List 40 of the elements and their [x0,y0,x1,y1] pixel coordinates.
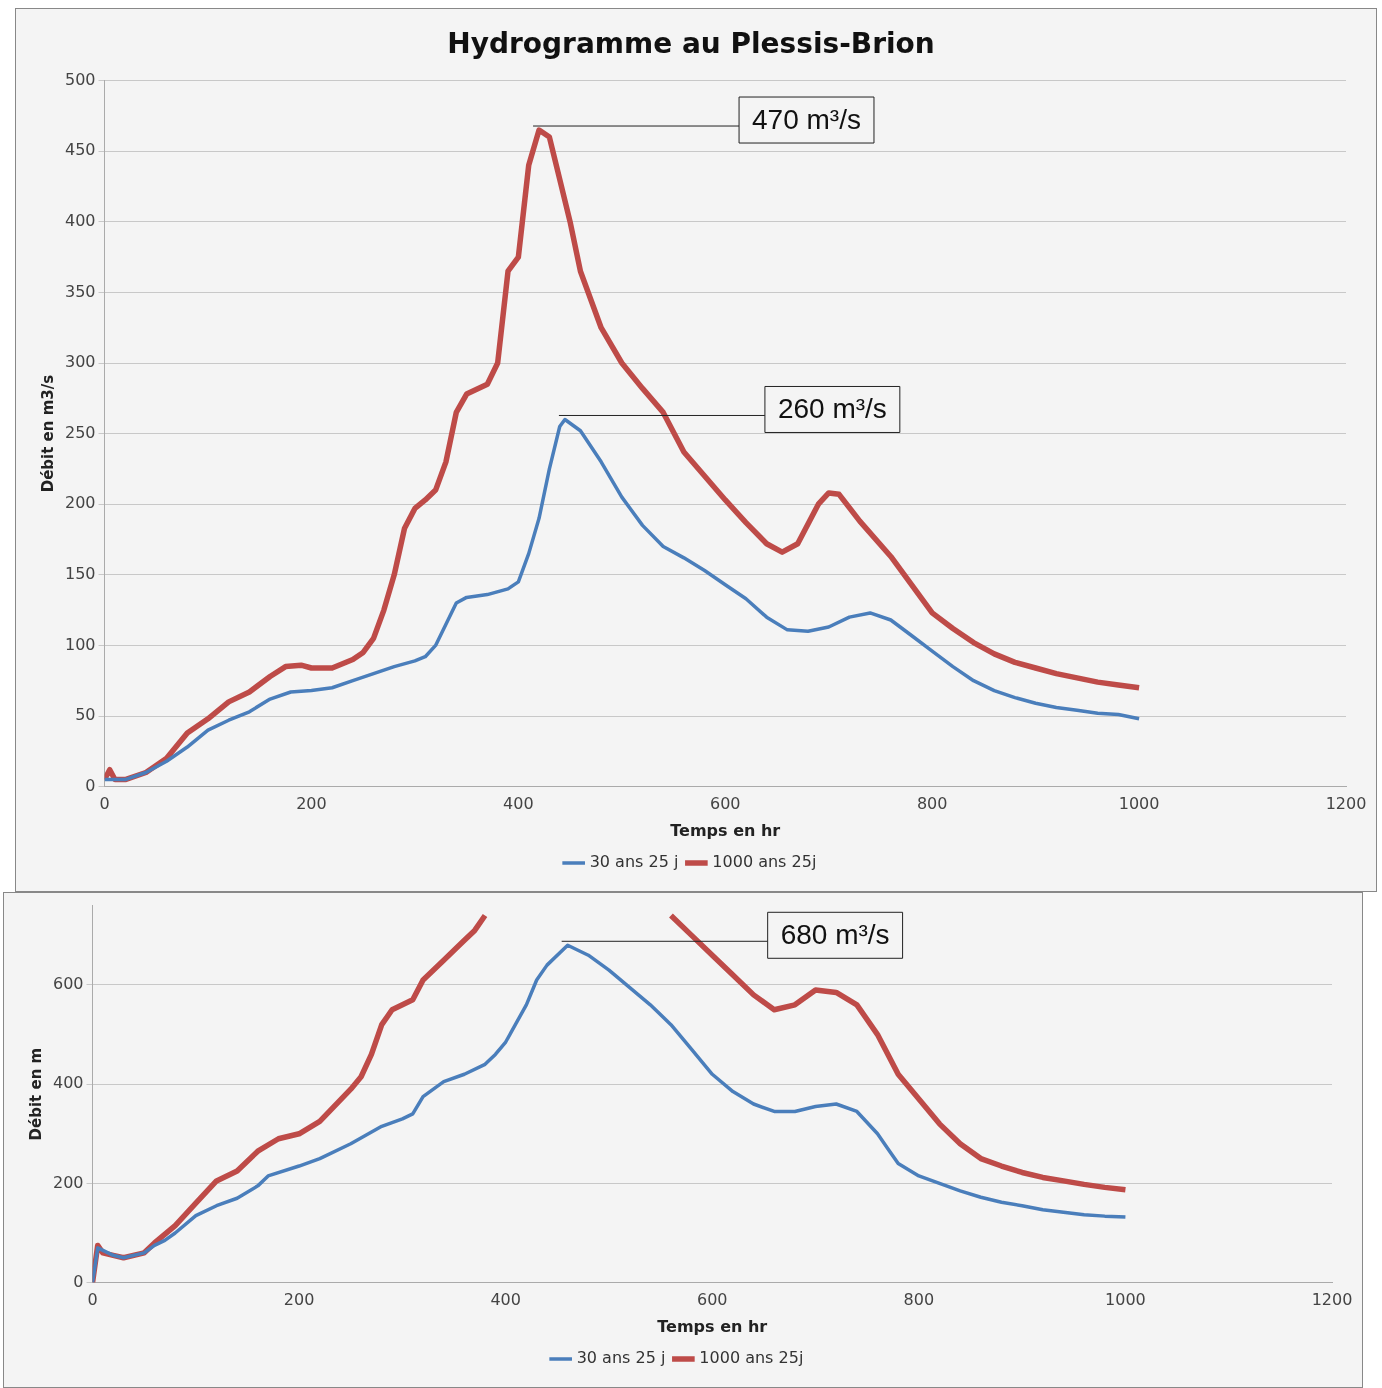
annotation: 470 m³/s [752,103,861,135]
y-tick-label: 500 [64,69,96,89]
legend-label: 30 ans 25 j [589,852,679,872]
legend-label: 1000 ans 25j [699,1348,804,1368]
x-tick-label: 400 [490,1290,521,1310]
x-tick-label: 800 [903,1290,935,1310]
x-tick-label: 1200 [1311,1290,1353,1310]
y-axis-title: Débit en m [26,1047,45,1141]
y-tick-label: 400 [52,1073,84,1093]
y-tick-label: 200 [52,1172,84,1192]
y-tick-label: 50 [75,705,96,725]
y-tick-label: 400 [64,210,96,230]
x-tick-label: 0 [99,794,110,814]
y-tick-label: 350 [64,281,96,301]
x-tick-label: 600 [710,794,741,814]
y-tick-label: 600 [52,974,84,994]
legend-label: 30 ans 25 j [576,1348,666,1368]
y-tick-label: 100 [64,634,96,654]
x-tick-label: 200 [283,1290,315,1310]
x-tick-label: 1000 [1118,794,1160,814]
x-tick-label: 1200 [1325,794,1367,814]
x-tick-label: 400 [503,794,534,814]
x-tick-label: 600 [697,1290,728,1310]
x-tick-label: 800 [916,794,948,814]
x-axis-title: Temps en hr [657,1316,768,1336]
annotation: 260 m³/s [777,393,887,425]
chart-title: Hydrogramme au Plessis-Brion [447,27,935,61]
y-tick-label: 0 [73,1271,84,1291]
x-axis-title: Temps en hr [670,820,781,840]
legend-label: 1000 ans 25j [712,852,817,872]
y-tick-label: 300 [64,352,96,372]
y-tick-label: 450 [64,140,96,160]
x-tick-label: 1000 [1105,1290,1146,1310]
y-tick-label: 250 [64,422,96,442]
y-tick-label: 200 [64,493,96,513]
x-tick-label: 200 [296,794,327,814]
y-tick-label: 150 [64,563,96,583]
y-axis-title: Débit en m3/s [38,374,57,493]
annotation: 680 m³/s [780,919,890,950]
y-tick-label: 0 [85,775,96,795]
